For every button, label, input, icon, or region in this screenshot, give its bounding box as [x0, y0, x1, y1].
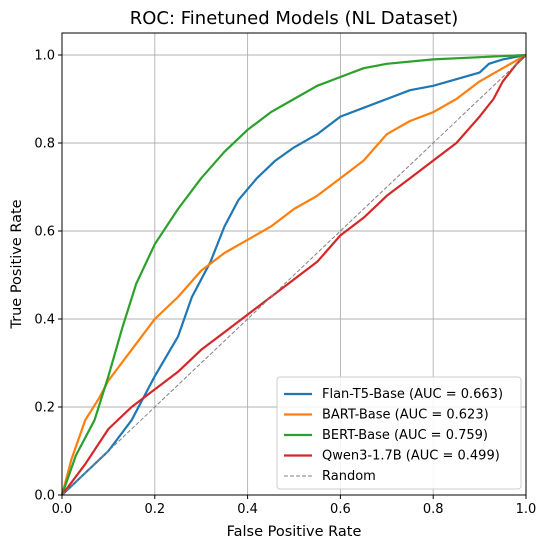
plot-frame	[61, 32, 527, 496]
x-tick-label: 0.8	[423, 502, 444, 517]
y-tick-label: 0.0	[34, 489, 55, 504]
series-lines	[60, 53, 527, 496]
series-line-2	[60, 53, 527, 496]
series-line-4	[61, 54, 527, 496]
legend-label: Qwen3-1.7B (AUC = 0.499)	[322, 449, 500, 464]
legend-label: Random	[322, 469, 376, 484]
series-line-3	[61, 54, 527, 496]
x-axis-label: False Positive Rate	[227, 524, 362, 540]
x-tick-label: 0.0	[52, 502, 73, 517]
y-tick-label: 1.0	[34, 49, 55, 64]
y-axis-label: True Positive Rate	[9, 199, 25, 329]
series-line-0	[61, 53, 527, 496]
legend-box	[276, 376, 522, 490]
y-tick-label: 0.8	[34, 137, 55, 152]
x-tick-label: 0.6	[330, 502, 351, 517]
y-tick-label: 0.2	[34, 401, 55, 416]
y-tick-label: 0.4	[34, 313, 55, 328]
legend-label: BERT-Base (AUC = 0.759)	[322, 428, 488, 443]
x-tick-label: 0.4	[237, 502, 258, 517]
axis-ticks: 0.0 0.2 0.4 0.6 0.8 1.0 0.0 0.2 0.4 0.6 0.8 1.0	[34, 49, 536, 518]
x-tick-label: 0.2	[144, 502, 165, 517]
legend-label: BART-Base (AUC = 0.623)	[322, 408, 489, 423]
chart-title: ROC: Finetuned Models (NL Dataset)	[130, 8, 459, 29]
y-tick-label: 0.6	[34, 225, 55, 240]
legend-label: Flan-T5-Base (AUC = 0.663)	[322, 387, 503, 402]
x-tick-label: 1.0	[516, 502, 537, 517]
legend: Flan-T5-Base (AUC = 0.663) BART-Base (AUC…	[276, 376, 522, 490]
